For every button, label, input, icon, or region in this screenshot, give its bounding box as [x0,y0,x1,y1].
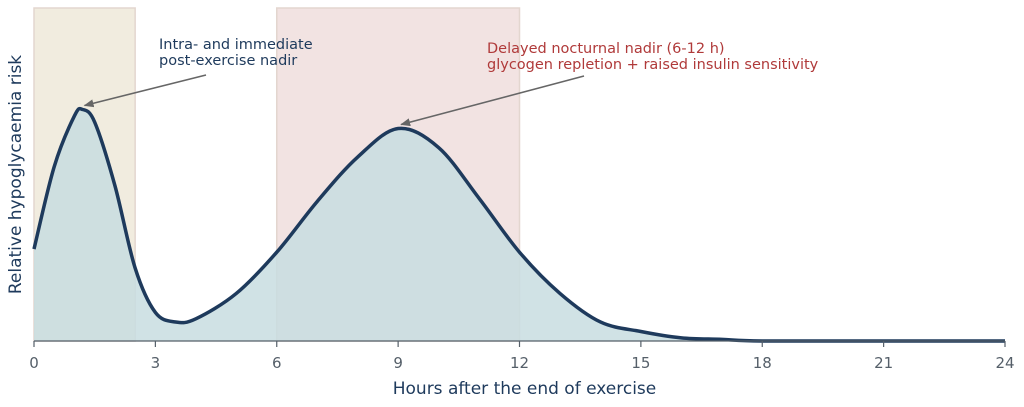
x-axis-ticks: 0 3 6 9 12 15 18 21 24 [29,341,1015,372]
annotation-early-nadir-arrow [83,74,207,108]
risk-area-fill [34,108,1005,341]
x-tick-label: 24 [995,354,1014,372]
annotation-early-nadir: Intra- and immediate post-exercise nadir [83,37,317,108]
svg-text:Intra- and immediate pos: Intra- and immediate post-exercise nadir [159,37,317,69]
x-tick-label: 21 [874,354,893,372]
x-tick-label: 9 [393,354,403,372]
x-tick-label: 12 [510,354,529,372]
x-axis-label: Hours after the end of exercise [393,379,657,399]
x-tick-label: 6 [272,354,282,372]
risk-curve-line [32,106,1005,343]
x-tick-label: 18 [753,354,772,372]
annotation-delayed-nadir-line-2: glycogen repletion + raised insulin sens… [487,57,819,73]
y-axis-label: Relative hypoglycaemia risk [6,55,26,294]
x-tick-label: 15 [631,354,650,372]
x-tick-label: 3 [151,354,161,372]
svg-text:Delayed nocturnal nadir (6-12: Delayed nocturnal nadir (6-12 h) glycoge… [487,41,819,73]
annotation-early-nadir-line-1: Intra- and immediate [159,37,313,53]
annotation-delayed-nadir-arrow [400,75,585,127]
annotation-early-nadir-line-2: post-exercise nadir [159,53,297,69]
x-tick-label: 0 [29,354,39,372]
annotation-delayed-nadir-line-1: Delayed nocturnal nadir (6-12 h) [487,41,725,57]
annotation-delayed-nadir: Delayed nocturnal nadir (6-12 h) glycoge… [400,41,819,127]
